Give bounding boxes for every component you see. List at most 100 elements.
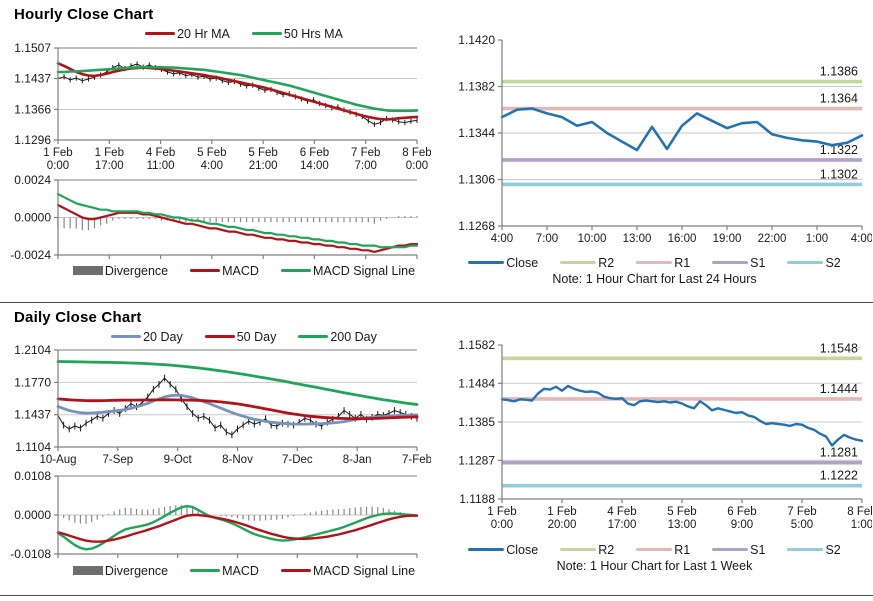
daily-section: Daily Close Chart 20 Day 50 Day 200 Day 1.…: [0, 303, 873, 596]
legend-swatch-r2: [560, 548, 597, 551]
legend-label: 20 Day: [143, 329, 183, 344]
svg-text:7:00: 7:00: [535, 233, 557, 245]
svg-text:5 Feb: 5 Feb: [667, 506, 696, 518]
svg-text:5:00: 5:00: [790, 519, 812, 531]
legend-label: R2: [598, 542, 615, 557]
legend-item-s1: S1: [712, 256, 765, 270]
svg-text:1.1382: 1.1382: [458, 80, 495, 94]
legend-swatch-divergence: [72, 566, 103, 575]
legend-swatch-macd: [190, 269, 221, 272]
legend-swatch-r2: [560, 261, 597, 264]
svg-text:8 Feb: 8 Feb: [402, 147, 431, 159]
legend-label: Close: [506, 542, 539, 557]
hourly-right-column: 1.1386 1.1364 1.1322 1.1302 1.1420 1.1382 1.13…: [436, 0, 873, 302]
legend-label: S1: [750, 255, 766, 270]
svg-text:16:00: 16:00: [667, 233, 696, 245]
legend-swatch-50-day: [204, 335, 235, 338]
svg-text:1.1484: 1.1484: [458, 376, 495, 390]
legend-label: MACD Signal Line: [312, 563, 416, 578]
svg-text:9-Oct: 9-Oct: [164, 454, 193, 466]
legend-item-20-hr-ma: 20 Hr MA: [145, 27, 230, 41]
svg-text:21:00: 21:00: [249, 160, 278, 172]
legend-item-s2: S2: [787, 542, 841, 557]
legend-item-close: Close: [468, 543, 538, 557]
svg-text:1:00: 1:00: [805, 233, 827, 245]
svg-text:1.1770: 1.1770: [14, 375, 51, 389]
legend-label: MACD: [222, 563, 259, 578]
svg-text:1 Feb: 1 Feb: [95, 147, 124, 159]
svg-text:7 Feb: 7 Feb: [351, 147, 380, 159]
legend-item-20-day: 20 Day: [111, 330, 183, 344]
svg-text:1.1507: 1.1507: [14, 42, 51, 55]
legend-item-r2: R2: [560, 543, 614, 557]
legend-swatch-close: [468, 548, 505, 551]
legend-label: Divergence: [104, 563, 169, 578]
svg-text:1.1582: 1.1582: [458, 338, 495, 352]
legend-swatch-20-day: [111, 335, 142, 338]
svg-text:7-Feb: 7-Feb: [402, 454, 431, 466]
svg-text:-0.0108: -0.0108: [10, 547, 51, 561]
legend-label: MACD Signal Line: [312, 263, 416, 278]
svg-text:10-Aug: 10-Aug: [39, 454, 76, 466]
svg-text:1.1386: 1.1386: [819, 65, 857, 79]
svg-text:1 Feb: 1 Feb: [43, 147, 72, 159]
svg-text:1 Feb: 1 Feb: [547, 506, 576, 518]
svg-text:0:00: 0:00: [490, 519, 512, 531]
legend-swatch-200-day: [298, 335, 329, 338]
svg-text:0:00: 0:00: [47, 160, 69, 172]
svg-text:1 Feb: 1 Feb: [487, 506, 516, 518]
daily-chart-title: Daily Close Chart: [14, 309, 142, 326]
svg-text:1.1188: 1.1188: [459, 492, 495, 506]
svg-text:5 Feb: 5 Feb: [248, 147, 277, 159]
legend-item-macd-signal-line: MACD Signal Line: [280, 263, 416, 278]
legend-label: R1: [674, 255, 691, 270]
legend-label: Close: [506, 255, 539, 270]
daily-macd-legend: Divergence MACD MACD Signal Line: [6, 562, 436, 579]
legend-swatch-s2: [787, 548, 824, 551]
svg-text:1.2104: 1.2104: [14, 345, 51, 357]
svg-text:1.1437: 1.1437: [14, 72, 51, 86]
legend-swatch-macd: [190, 569, 221, 572]
svg-text:7:00: 7:00: [355, 160, 377, 172]
svg-text:1.1104: 1.1104: [15, 440, 51, 454]
svg-text:1.1222: 1.1222: [819, 469, 857, 483]
hourly-macd-chart: 0.0024 0.0000 -0.0024: [10, 174, 419, 262]
svg-text:6 Feb: 6 Feb: [300, 147, 329, 159]
legend-swatch-r1: [636, 548, 673, 551]
legend-label: S2: [825, 542, 841, 557]
legend-swatch-macd-signal-line: [280, 569, 311, 572]
hourly-ma-legend: 20 Hr MA 50 Hrs MA: [6, 25, 436, 42]
legend-item-divergence: Divergence: [72, 263, 169, 278]
legend-item-s2: S2: [787, 256, 841, 270]
legend-label: Divergence: [104, 263, 169, 278]
svg-text:19:00: 19:00: [712, 233, 741, 245]
legend-item-macd: MACD: [190, 264, 259, 278]
svg-text:0:00: 0:00: [406, 160, 428, 172]
legend-item-200-day: 200 Day: [298, 330, 377, 344]
svg-text:8-Jan: 8-Jan: [343, 454, 372, 466]
legend-swatch-s1: [712, 548, 749, 551]
legend-label: R2: [598, 255, 615, 270]
hourly-pivot-chart: 1.1386 1.1364 1.1322 1.1302 1.1420 1.1382 1.13…: [458, 33, 872, 245]
svg-text:1:00: 1:00: [850, 519, 871, 531]
svg-text:1.1444: 1.1444: [819, 382, 857, 396]
legend-item-macd-signal-line: MACD Signal Line: [280, 563, 416, 578]
svg-text:4:00: 4:00: [490, 233, 512, 245]
svg-text:5 Feb: 5 Feb: [197, 147, 226, 159]
svg-text:1.1366: 1.1366: [14, 102, 51, 116]
legend-label: S1: [750, 542, 766, 557]
svg-text:7 Feb: 7 Feb: [787, 506, 816, 518]
svg-text:0.0000: 0.0000: [14, 508, 51, 522]
svg-text:4:00: 4:00: [850, 233, 871, 245]
svg-text:11:00: 11:00: [147, 160, 175, 172]
daily-ma-legend: 20 Day 50 Day 200 Day: [6, 328, 436, 345]
daily-macd-chart: 0.0108 0.0000 -0.0108: [10, 469, 419, 561]
legend-item-r1: R1: [636, 543, 690, 557]
svg-text:1.1268: 1.1268: [458, 219, 495, 233]
hourly-section: Hourly Close Chart 20 Hr MA 50 Hrs MA 1.1…: [0, 0, 873, 303]
svg-text:1.1287: 1.1287: [458, 453, 495, 467]
svg-text:0.0108: 0.0108: [14, 469, 51, 483]
svg-text:0.0024: 0.0024: [14, 174, 51, 187]
svg-text:10:00: 10:00: [577, 233, 606, 245]
